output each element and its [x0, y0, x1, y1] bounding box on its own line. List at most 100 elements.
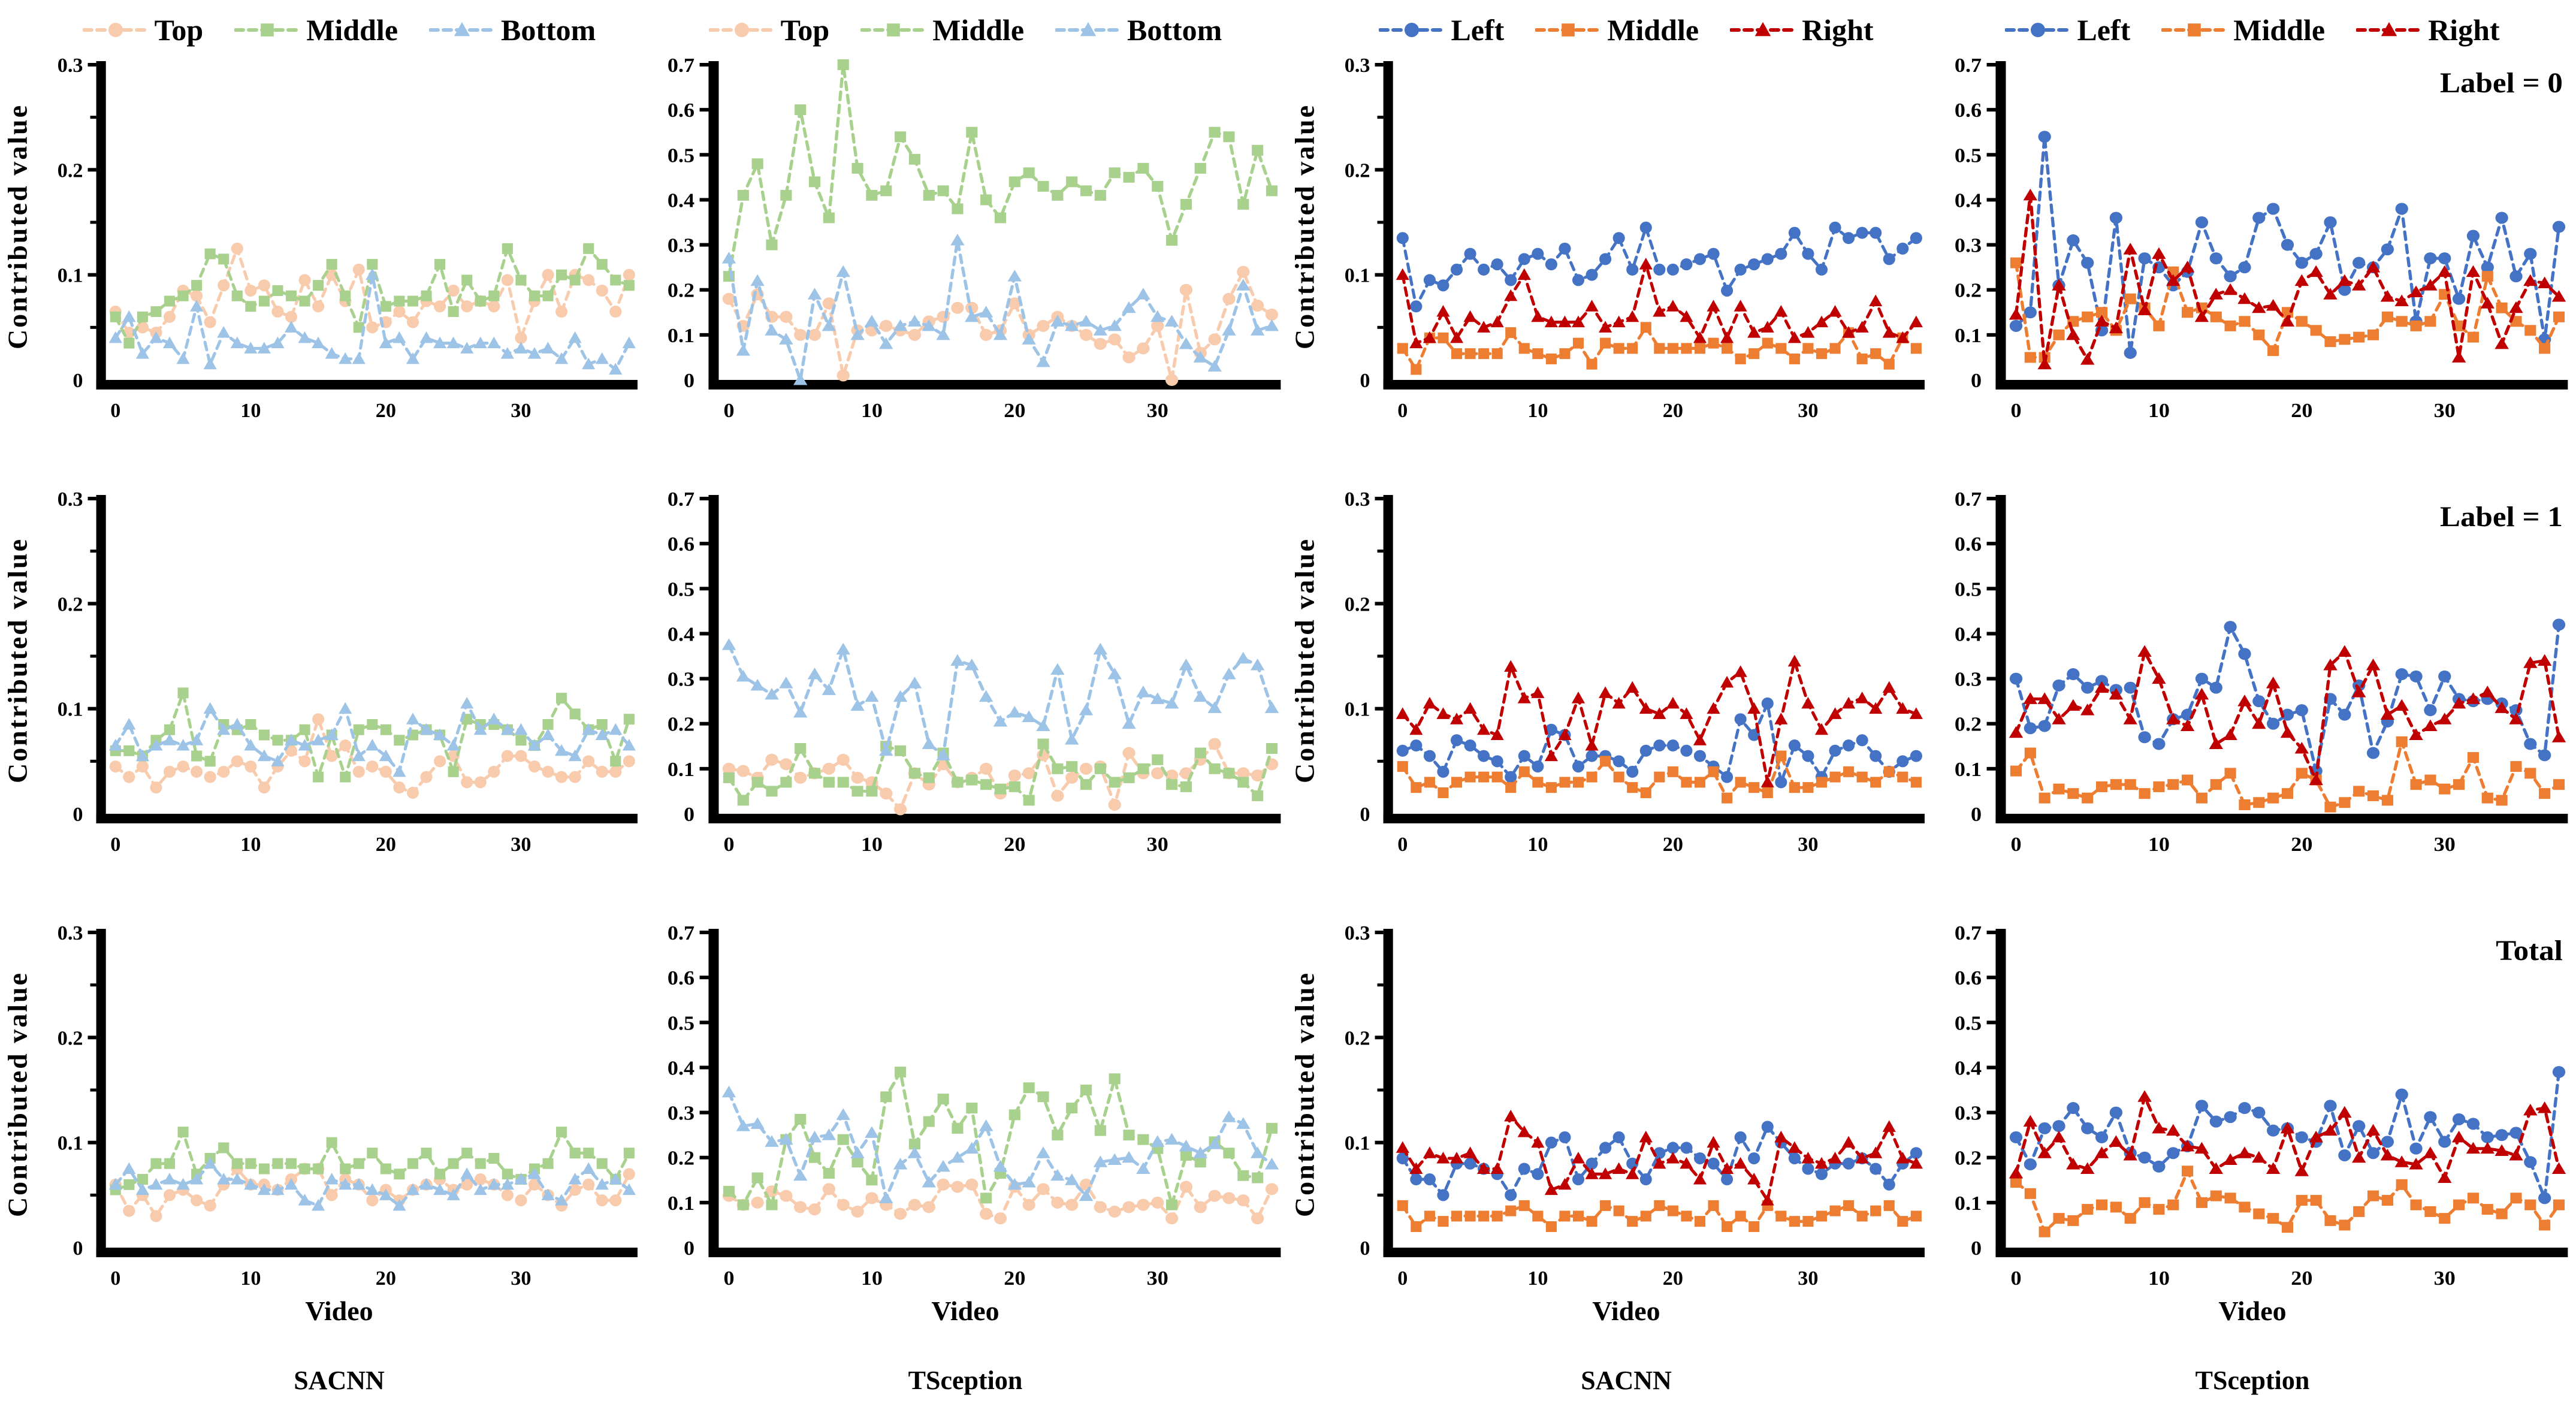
line-chart: 0 0.1 0.2 0.3 0.4 0.5 0.6 0.7 0 10 20 30 Label = 0: [1955, 58, 2568, 422]
chart-cell: Contributed value 0 0.1 0.2 0.3 0 10 20 30: [1287, 58, 1931, 424]
model-label: TSception: [2195, 1366, 2310, 1395]
y-axis-label-wrap: Contributed value: [1287, 925, 1322, 1292]
svg-text:0.4: 0.4: [668, 189, 694, 212]
x-axis-label: Video: [305, 1296, 373, 1326]
svg-text:0.1: 0.1: [668, 324, 694, 347]
svg-text:0: 0: [73, 804, 83, 826]
svg-text:0.1: 0.1: [668, 1192, 694, 1215]
svg-text:20: 20: [1663, 834, 1683, 856]
svg-text:0.3: 0.3: [58, 925, 83, 944]
line-chart: 0 0.1 0.2 0.3 0.4 0.5 0.6 0.7 0 10 20 30 Label = 1: [1955, 491, 2568, 856]
legend-label: Left: [2077, 13, 2131, 47]
legend-label: Middle: [306, 13, 398, 47]
chart-cell: Contributed value 0 0.1 0.2 0.3 0 10 20 30: [1287, 491, 1931, 858]
svg-text:20: 20: [1004, 833, 1025, 856]
y-axis-label: Contributed value: [2, 537, 33, 783]
legend-label: Middle: [2233, 13, 2326, 47]
legend: Top Middle Bottom: [0, 2, 644, 58]
svg-text:0.2: 0.2: [1955, 713, 1982, 736]
svg-text:0: 0: [1397, 400, 1408, 422]
line-chart: 0 0.1 0.2 0.3 0.4 0.5 0.6 0.7 0 10 20 30: [668, 58, 1281, 422]
x-axis-label: Video: [1592, 1296, 1660, 1326]
middle-series-marker-icon: [1535, 23, 1602, 37]
y-axis-label-wrap: Contributed value: [0, 925, 35, 1292]
svg-text:20: 20: [2291, 1267, 2312, 1290]
svg-text:0: 0: [1360, 370, 1370, 392]
svg-text:10: 10: [1527, 400, 1548, 422]
svg-text:0.5: 0.5: [668, 578, 694, 600]
svg-text:0: 0: [2010, 833, 2021, 856]
svg-text:0.7: 0.7: [668, 925, 694, 944]
right-series-marker-icon: [1730, 22, 1796, 37]
legend-item-middle: Middle: [234, 15, 398, 45]
svg-text:0: 0: [73, 1237, 83, 1260]
svg-text:0.1: 0.1: [668, 758, 694, 781]
svg-text:0.3: 0.3: [1955, 234, 1982, 257]
y-axis-label-wrap: Contributed value: [0, 491, 35, 858]
chart-cell: 0 0.1 0.2 0.3 0.4 0.5 0.6 0.7 0 10 20 30 Label = 1: [1931, 491, 2574, 858]
svg-text:20: 20: [376, 834, 396, 856]
svg-text:0: 0: [1360, 1237, 1370, 1260]
svg-text:0.6: 0.6: [1955, 533, 1982, 555]
model-label: TSception: [908, 1366, 1023, 1395]
svg-text:10: 10: [1527, 1267, 1548, 1290]
svg-text:0: 0: [2010, 399, 2021, 422]
svg-text:0: 0: [110, 400, 120, 422]
svg-text:0.3: 0.3: [1345, 925, 1370, 944]
svg-text:0: 0: [2010, 1267, 2021, 1290]
svg-text:0.2: 0.2: [58, 593, 83, 615]
svg-text:10: 10: [861, 1267, 883, 1290]
svg-text:0.2: 0.2: [1955, 1147, 1982, 1170]
svg-text:0.2: 0.2: [1345, 1027, 1370, 1049]
y-axis-label-wrap: Contributed value: [1287, 58, 1322, 424]
svg-text:0.6: 0.6: [668, 967, 694, 989]
legend-item-middle: Middle: [1535, 15, 1699, 45]
left-series-marker-icon: [2005, 23, 2071, 37]
svg-text:0: 0: [723, 833, 734, 856]
figure-column-sacnn-tmb: Top Middle Bottom Contributed value 0 0.1…: [0, 2, 644, 1396]
line-chart: 0 0.1 0.2 0.3 0 10 20 30: [1345, 491, 1925, 856]
middle-series-marker-icon: [860, 23, 927, 37]
svg-text:0.1: 0.1: [1955, 1192, 1982, 1215]
legend-label: Left: [1451, 13, 1505, 47]
legend-item-right: Right: [1730, 15, 1874, 45]
svg-text:0.4: 0.4: [1955, 623, 1982, 645]
svg-text:0.1: 0.1: [58, 699, 83, 721]
top-series-marker-icon: [82, 23, 149, 37]
y-axis-label-wrap: Contributed value: [0, 58, 35, 424]
line-chart: 0 0.1 0.2 0.3 0.4 0.5 0.6 0.7 0 10 20 30: [668, 925, 1281, 1290]
svg-text:0: 0: [1397, 1267, 1408, 1290]
y-axis-label: Contributed value: [2, 103, 33, 349]
svg-text:0.1: 0.1: [1345, 699, 1370, 721]
y-axis-label: Contributed value: [1289, 103, 1320, 349]
line-chart: 0 0.1 0.2 0.3 0 10 20 30: [1345, 925, 1925, 1290]
svg-text:0.2: 0.2: [668, 279, 694, 302]
svg-text:0.5: 0.5: [668, 1012, 694, 1034]
legend-item-top: Top: [82, 15, 203, 45]
svg-text:20: 20: [1663, 1267, 1683, 1290]
legend-item-right: Right: [2356, 15, 2500, 45]
chart-cell: 0 0.1 0.2 0.3 0.4 0.5 0.6 0.7 0 10 20 30 Total: [1931, 925, 2574, 1292]
line-chart: 0 0.1 0.2 0.3 0 10 20 30: [58, 58, 638, 422]
figure-grid: Top Middle Bottom Contributed value 0 0.1…: [0, 2, 2574, 1396]
line-chart: 0 0.1 0.2 0.3 0 10 20 30: [1345, 58, 1925, 422]
svg-text:0.1: 0.1: [58, 265, 83, 287]
chart-cell: Contributed value 0 0.1 0.2 0.3 0 10 20 30: [0, 491, 644, 858]
svg-text:0.3: 0.3: [668, 668, 694, 691]
svg-text:20: 20: [376, 400, 396, 422]
svg-text:30: 30: [1798, 834, 1818, 856]
legend-label: Bottom: [1127, 13, 1222, 47]
svg-text:0.3: 0.3: [668, 1102, 694, 1125]
svg-text:0: 0: [1397, 834, 1408, 856]
svg-text:0.2: 0.2: [668, 1147, 694, 1170]
svg-text:0.5: 0.5: [668, 144, 694, 167]
svg-text:0.2: 0.2: [1345, 159, 1370, 182]
svg-text:0: 0: [110, 834, 120, 856]
svg-text:0: 0: [684, 369, 694, 392]
svg-text:0: 0: [73, 370, 83, 392]
legend: Left Middle Right: [1287, 2, 1931, 58]
svg-text:0.6: 0.6: [668, 533, 694, 555]
svg-text:0.6: 0.6: [668, 99, 694, 122]
svg-text:0.1: 0.1: [1345, 265, 1370, 287]
svg-text:Total: Total: [2496, 934, 2563, 966]
